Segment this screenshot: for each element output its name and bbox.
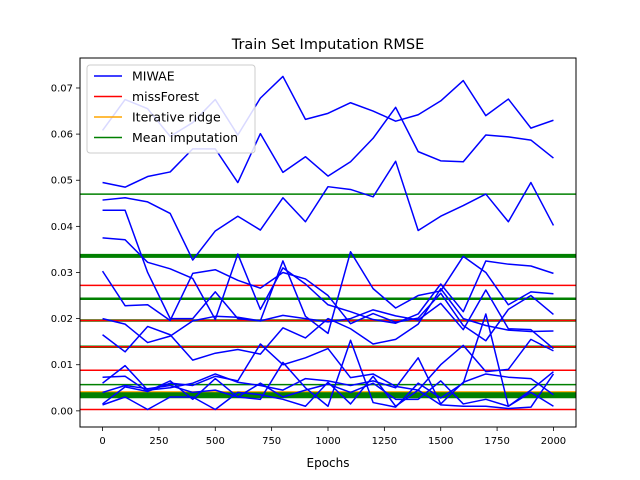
x-axis-label: Epochs [307,456,350,470]
x-tick-label: 750 [262,436,281,447]
miwae-series-line-2 [102,160,555,261]
x-tick-label: 1750 [484,436,509,447]
miwae-series-line-12 [102,377,554,407]
y-tick-label: 0.00 [51,406,73,417]
y-tick-label: 0.06 [51,130,73,141]
x-axis-ticks: 0 250 500 750 1000 1250 1500 1750 2000 [99,427,566,447]
y-tick-label: 0.05 [51,176,73,187]
y-tick-label: 0.03 [51,268,73,279]
x-tick-label: 0 [99,436,105,447]
y-tick-label: 0.02 [51,314,73,325]
miwae-series-line-1 [102,106,554,188]
y-axis-ticks: 0.00 0.01 0.02 0.03 0.04 0.05 0.06 0.07 [51,83,80,417]
legend-label: Iterative ridge [132,110,221,125]
legend-label: Mean imputation [132,130,238,145]
legend-label: missForest [132,89,199,104]
x-tick-label: 1000 [315,436,340,447]
legend: MIWAE missForest Iterative ridge Mean imput… [86,64,256,154]
x-tick-label: 1250 [372,436,397,447]
miwae-series-line-6 [102,289,554,350]
chart-title: Train Set Imputation RMSE [231,37,425,53]
plot-area [80,75,576,411]
miwae-series-line-7 [102,287,554,361]
x-tick-label: 500 [206,436,225,447]
x-tick-label: 2000 [541,436,566,447]
x-tick-label: 250 [149,436,168,447]
legend-box [86,64,256,154]
y-tick-label: 0.04 [51,222,73,233]
y-tick-label: 0.01 [51,360,73,371]
miwae-series-line-8 [102,338,554,393]
miwae-series-line-4 [102,237,554,324]
y-tick-label: 0.07 [51,83,73,94]
legend-label: MIWAE [132,69,175,84]
x-tick-label: 1500 [428,436,453,447]
miwae-series-line-3 [102,209,554,335]
miwae-series-line-11 [102,373,555,411]
